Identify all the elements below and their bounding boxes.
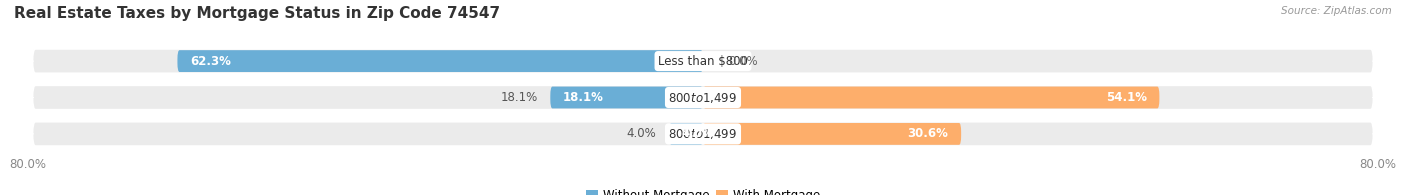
Text: $800 to $1,499: $800 to $1,499 <box>668 127 738 141</box>
Legend: Without Mortgage, With Mortgage: Without Mortgage, With Mortgage <box>581 184 825 195</box>
FancyBboxPatch shape <box>550 87 703 108</box>
Text: $800 to $1,499: $800 to $1,499 <box>668 90 738 105</box>
Text: 54.1%: 54.1% <box>1105 91 1147 104</box>
Text: 4.0%: 4.0% <box>627 127 657 140</box>
Text: 18.1%: 18.1% <box>562 91 603 104</box>
FancyBboxPatch shape <box>32 85 1374 110</box>
FancyBboxPatch shape <box>703 87 1160 108</box>
Text: 18.1%: 18.1% <box>501 91 537 104</box>
FancyBboxPatch shape <box>177 50 703 72</box>
Text: 62.3%: 62.3% <box>190 55 231 68</box>
FancyBboxPatch shape <box>669 123 703 145</box>
FancyBboxPatch shape <box>32 121 1374 146</box>
FancyBboxPatch shape <box>703 123 962 145</box>
Text: 4.0%: 4.0% <box>682 127 714 140</box>
Text: Less than $800: Less than $800 <box>658 55 748 68</box>
FancyBboxPatch shape <box>32 49 1374 74</box>
Text: Source: ZipAtlas.com: Source: ZipAtlas.com <box>1281 6 1392 16</box>
Text: 30.6%: 30.6% <box>908 127 949 140</box>
Text: Real Estate Taxes by Mortgage Status in Zip Code 74547: Real Estate Taxes by Mortgage Status in … <box>14 6 501 21</box>
Text: 0.0%: 0.0% <box>728 55 758 68</box>
